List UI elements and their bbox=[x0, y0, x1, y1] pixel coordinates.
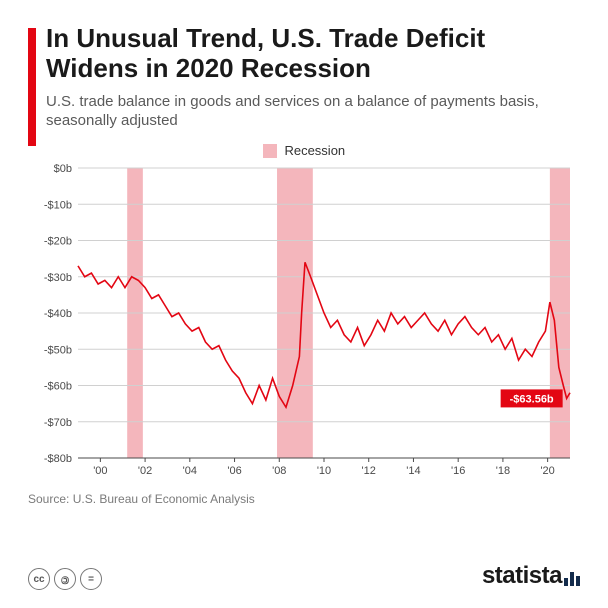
brand-logo: statista bbox=[482, 562, 580, 590]
svg-text:-$10b: -$10b bbox=[44, 200, 72, 212]
page-title: In Unusual Trend, U.S. Trade Deficit Wid… bbox=[46, 24, 580, 84]
svg-text:'18: '18 bbox=[496, 465, 510, 477]
svg-text:'10: '10 bbox=[317, 465, 331, 477]
svg-text:-$40b: -$40b bbox=[44, 308, 72, 320]
by-icon: 🄯 bbox=[54, 568, 76, 590]
svg-text:-$30b: -$30b bbox=[44, 272, 72, 284]
svg-text:'20: '20 bbox=[540, 465, 554, 477]
svg-text:-$20b: -$20b bbox=[44, 236, 72, 248]
source-label: Source: U.S. Bureau of Economic Analysis bbox=[28, 492, 580, 506]
accent-bar bbox=[28, 28, 36, 146]
cc-icon: cc bbox=[28, 568, 50, 590]
svg-text:-$80b: -$80b bbox=[44, 453, 72, 465]
svg-text:'14: '14 bbox=[406, 465, 420, 477]
chart-svg: $0b -$10b -$20b -$30b -$40b -$50b -$60b -$70b -$… bbox=[28, 162, 580, 482]
svg-text:-$50b: -$50b bbox=[44, 345, 72, 357]
svg-text:'12: '12 bbox=[362, 465, 376, 477]
legend-swatch bbox=[263, 144, 277, 158]
footer: cc 🄯 = statista bbox=[28, 562, 580, 590]
header: In Unusual Trend, U.S. Trade Deficit Wid… bbox=[46, 24, 580, 131]
legend-label: Recession bbox=[284, 143, 345, 158]
svg-text:'04: '04 bbox=[183, 465, 197, 477]
license-icons: cc 🄯 = bbox=[28, 568, 102, 590]
subtitle: U.S. trade balance in goods and services… bbox=[46, 92, 580, 131]
svg-text:-$60b: -$60b bbox=[44, 381, 72, 393]
svg-text:'02: '02 bbox=[138, 465, 152, 477]
brand-text: statista bbox=[482, 562, 562, 590]
legend: Recession bbox=[28, 143, 580, 159]
svg-text:'16: '16 bbox=[451, 465, 465, 477]
svg-text:$0b: $0b bbox=[54, 163, 72, 175]
svg-text:-$70b: -$70b bbox=[44, 417, 72, 429]
svg-text:'06: '06 bbox=[227, 465, 241, 477]
svg-text:'00: '00 bbox=[93, 465, 107, 477]
trade-deficit-chart: $0b -$10b -$20b -$30b -$40b -$50b -$60b -$70b -$… bbox=[28, 162, 580, 482]
nd-icon: = bbox=[80, 568, 102, 590]
svg-text:-$63.56b: -$63.56b bbox=[510, 394, 554, 406]
brand-bars-icon bbox=[564, 572, 580, 586]
svg-text:'08: '08 bbox=[272, 465, 286, 477]
